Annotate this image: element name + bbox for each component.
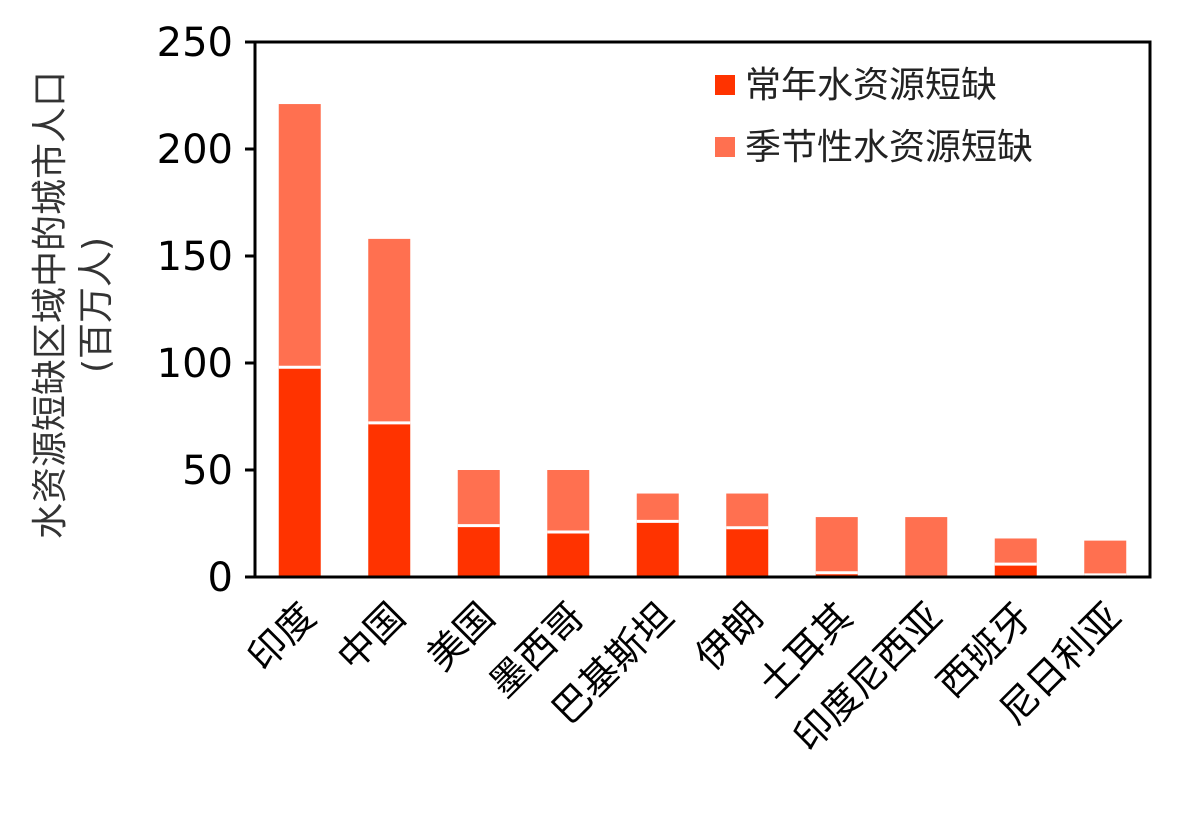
legend-label: 常年水资源短缺 <box>745 65 997 106</box>
bar-segment-perennial <box>994 564 1037 577</box>
x-tick-label: 中国 <box>329 594 414 679</box>
bar-segment-seasonal <box>636 493 679 522</box>
y-tick-label: 50 <box>182 448 233 494</box>
x-tick-label: 印度 <box>239 594 324 679</box>
bar-segment-seasonal <box>1084 540 1127 575</box>
y-tick-label: 0 <box>208 555 233 601</box>
y-axis-title: 水资源短缺区域中的城市人口 (百万人) <box>30 71 117 539</box>
y-axis-ticks: 0 50 100 150 200 250 <box>157 20 255 601</box>
y-axis-unit: (百万人) <box>76 237 117 373</box>
bar-segment-perennial <box>636 521 679 577</box>
bar-segment-seasonal <box>457 470 500 526</box>
bar-segment-perennial <box>726 527 769 577</box>
bar-segment-seasonal <box>994 538 1037 565</box>
bar-segment-seasonal <box>905 517 948 577</box>
legend-swatch <box>715 137 735 157</box>
bar-segment-seasonal <box>547 470 590 533</box>
plot-frame <box>253 40 1152 579</box>
bar-segment-seasonal <box>726 493 769 528</box>
y-tick-label: 200 <box>157 127 233 173</box>
bars <box>278 104 1127 579</box>
bar-segment-perennial <box>815 572 858 577</box>
bar-segment-perennial <box>547 532 590 577</box>
y-tick-label: 100 <box>157 341 233 387</box>
y-axis-label: 水资源短缺区域中的城市人口 <box>30 71 71 539</box>
bar-segment-perennial <box>457 525 500 577</box>
bar-segment-seasonal <box>368 238 411 423</box>
y-tick-label: 150 <box>157 234 233 280</box>
legend-label: 季节性水资源短缺 <box>745 127 1033 168</box>
bar-segment-perennial <box>368 422 411 577</box>
bar-segment-seasonal <box>815 517 858 573</box>
bar-segment-perennial <box>278 367 321 577</box>
y-tick-label: 250 <box>157 20 233 66</box>
bar-segment-seasonal <box>278 104 321 368</box>
legend-swatch <box>715 75 735 95</box>
